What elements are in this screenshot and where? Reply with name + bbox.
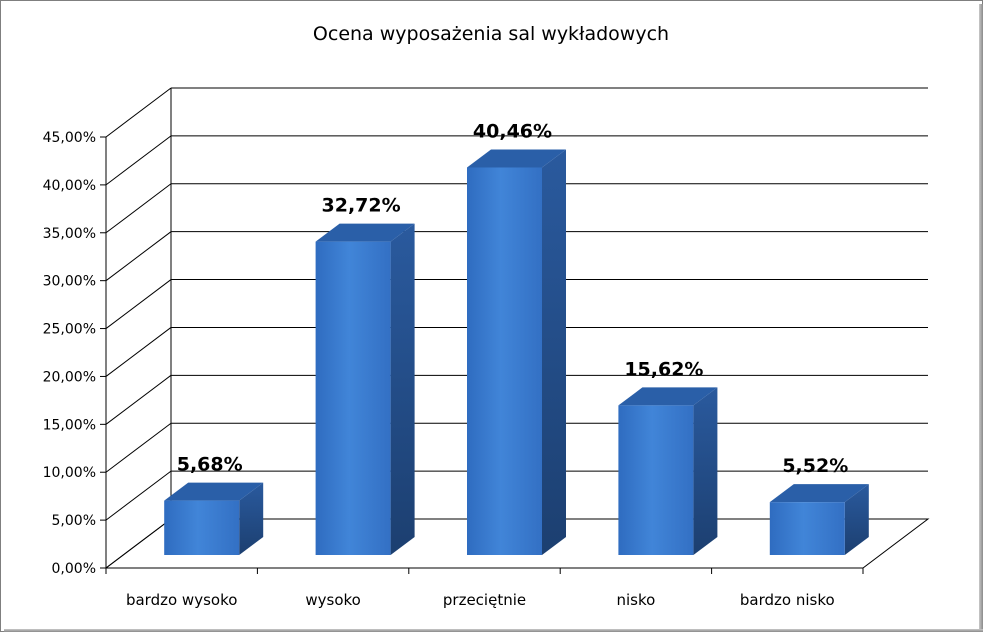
x-tick-label: nisko [616, 591, 655, 609]
bar-4 [769, 484, 869, 555]
bar-2 [467, 149, 566, 556]
bar-layer [164, 149, 869, 556]
gridline-depth [105, 135, 172, 186]
gridline-depth [105, 183, 172, 234]
bar-side [390, 223, 415, 555]
bar-3 [618, 387, 718, 555]
gridline-depth [105, 87, 172, 138]
chart-title: Ocena wyposażenia sal wykładowych [313, 23, 669, 45]
bar-front [315, 241, 391, 555]
frame-shadow-bottom [4, 629, 983, 632]
bar-side [239, 482, 264, 555]
data-label: 32,72% [322, 195, 401, 217]
gridline-depth [105, 279, 172, 329]
gridline-depth [105, 374, 172, 425]
y-tick-label: 25,00% [43, 322, 96, 338]
data-label: 5,68% [177, 454, 243, 476]
bar-front [467, 167, 542, 556]
frame-shadow-right [979, 4, 983, 630]
x-tick-label: przeciętnie [443, 591, 526, 609]
bar-1 [315, 223, 415, 555]
label-layer: 5,68% bardzo wysoko 32,72% wysoko 40,46% prze… [126, 120, 848, 609]
y-tick-label: 0,00% [52, 561, 96, 577]
bar-side [693, 387, 718, 555]
bar-side [844, 484, 869, 555]
gridline-depth [105, 422, 172, 473]
y-tick-label: 5,00% [52, 513, 96, 529]
bar-0 [164, 482, 264, 555]
x-tick-label: bardzo nisko [740, 591, 835, 609]
gridline-depth [105, 470, 172, 521]
data-label: 15,62% [624, 358, 703, 380]
bar-top [769, 484, 869, 503]
bar-front [164, 500, 240, 555]
gridline-depth [105, 231, 172, 282]
bar-top [618, 387, 718, 406]
bar-top [315, 223, 415, 242]
gridline-depth [105, 327, 172, 377]
bar-side [542, 149, 566, 556]
y-tick-label: 30,00% [43, 274, 96, 290]
y-tick-label: 45,00% [43, 130, 96, 146]
x-tick-label: wysoko [305, 591, 360, 609]
y-tick-label: 40,00% [43, 178, 96, 194]
y-tick-label: 35,00% [43, 226, 96, 242]
axis-layer: 0,00% 5,00% 10,00% 15,00% 20,00% 25,00% 30,00%… [43, 88, 930, 577]
x-tick-label: bardzo wysoko [126, 591, 237, 609]
bar-front [769, 502, 845, 555]
bar-front [618, 405, 694, 555]
y-tick-label: 20,00% [43, 369, 96, 385]
bar-top [164, 482, 264, 501]
data-label: 5,52% [782, 455, 848, 477]
y-tick-label: 15,00% [43, 417, 96, 433]
data-label: 40,46% [473, 120, 552, 142]
bar-top [467, 149, 566, 168]
y-tick-label: 10,00% [43, 465, 96, 481]
